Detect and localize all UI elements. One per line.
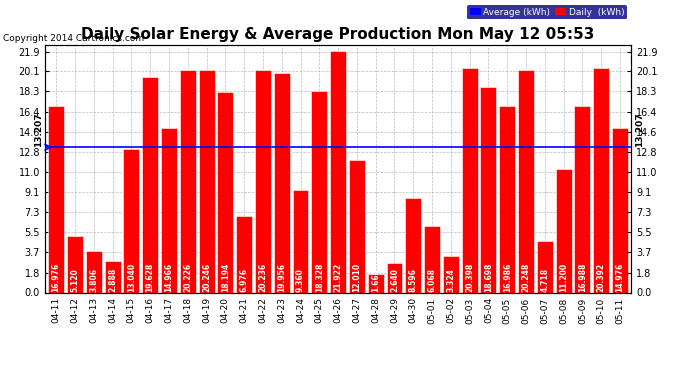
- Text: Copyright 2014 Cartronics.com: Copyright 2014 Cartronics.com: [3, 34, 145, 43]
- Text: 13.040: 13.040: [127, 263, 136, 292]
- Text: 6.976: 6.976: [239, 268, 248, 292]
- Bar: [368, 274, 384, 292]
- Text: 12.010: 12.010: [353, 263, 362, 292]
- Bar: [424, 226, 440, 292]
- Bar: [330, 51, 346, 292]
- Bar: [575, 106, 591, 292]
- Text: 14.966: 14.966: [164, 263, 173, 292]
- Text: 16.986: 16.986: [503, 263, 512, 292]
- Text: 18.194: 18.194: [221, 263, 230, 292]
- Bar: [443, 256, 459, 292]
- Bar: [255, 70, 271, 292]
- Text: 3.806: 3.806: [89, 268, 98, 292]
- Text: 20.392: 20.392: [597, 263, 606, 292]
- Bar: [612, 128, 628, 292]
- Text: 16.976: 16.976: [52, 263, 61, 292]
- Bar: [311, 91, 327, 292]
- Bar: [293, 189, 308, 292]
- Bar: [386, 264, 402, 292]
- Text: 5.120: 5.120: [70, 268, 79, 292]
- Text: 9.360: 9.360: [296, 268, 305, 292]
- Bar: [480, 87, 497, 292]
- Bar: [236, 216, 252, 292]
- Text: 13.207: 13.207: [635, 112, 644, 147]
- Bar: [179, 70, 196, 292]
- Text: 8.596: 8.596: [408, 268, 417, 292]
- Text: 2.888: 2.888: [108, 268, 117, 292]
- Bar: [86, 251, 101, 292]
- Bar: [518, 70, 534, 292]
- Bar: [274, 73, 290, 292]
- Text: 19.956: 19.956: [277, 263, 286, 292]
- Bar: [124, 149, 139, 292]
- Bar: [405, 198, 422, 292]
- Text: 19.628: 19.628: [146, 263, 155, 292]
- Text: 11.200: 11.200: [559, 263, 568, 292]
- Bar: [593, 68, 609, 292]
- Text: 20.398: 20.398: [465, 263, 474, 292]
- Text: 20.226: 20.226: [184, 263, 193, 292]
- Text: 4.718: 4.718: [540, 268, 549, 292]
- Text: 3.324: 3.324: [446, 268, 455, 292]
- Bar: [161, 128, 177, 292]
- Bar: [500, 106, 515, 292]
- Text: 20.246: 20.246: [202, 263, 211, 292]
- Bar: [199, 70, 215, 292]
- Text: 1.668: 1.668: [371, 268, 380, 292]
- Legend: Average (kWh), Daily  (kWh): Average (kWh), Daily (kWh): [467, 5, 627, 20]
- Text: 6.068: 6.068: [428, 268, 437, 292]
- Bar: [67, 236, 83, 292]
- Text: 18.698: 18.698: [484, 262, 493, 292]
- Bar: [104, 261, 121, 292]
- Text: 16.988: 16.988: [578, 262, 587, 292]
- Text: 13.207: 13.207: [34, 112, 43, 147]
- Bar: [462, 68, 477, 292]
- Text: 20.248: 20.248: [522, 263, 531, 292]
- Text: 18.328: 18.328: [315, 262, 324, 292]
- Bar: [555, 169, 572, 292]
- Text: 14.976: 14.976: [615, 263, 624, 292]
- Bar: [537, 241, 553, 292]
- Text: 2.640: 2.640: [390, 268, 399, 292]
- Text: 20.236: 20.236: [259, 263, 268, 292]
- Title: Daily Solar Energy & Average Production Mon May 12 05:53: Daily Solar Energy & Average Production …: [81, 27, 595, 42]
- Text: 21.922: 21.922: [333, 263, 343, 292]
- Bar: [142, 76, 158, 292]
- Bar: [48, 106, 64, 292]
- Bar: [349, 160, 365, 292]
- Bar: [217, 92, 233, 292]
